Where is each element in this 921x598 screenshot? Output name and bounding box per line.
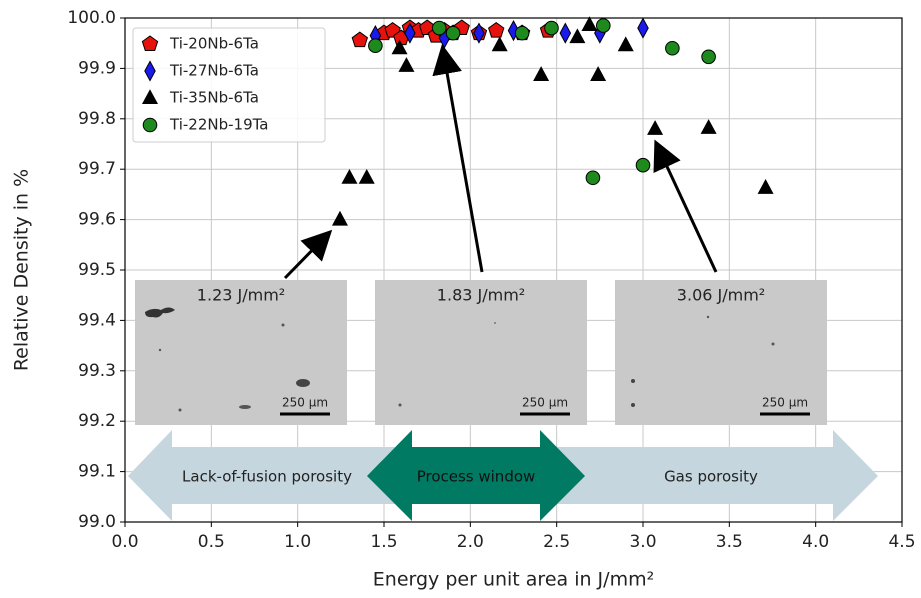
- legend-label: Ti-20Nb-6Ta: [169, 35, 259, 53]
- legend-label: Ti-27Nb-6Ta: [169, 62, 259, 80]
- point: [515, 26, 529, 40]
- points: [332, 16, 774, 225]
- point: [489, 23, 504, 37]
- inset-label: 1.83 J/mm²: [437, 286, 525, 305]
- region-label: Lack-of-fusion porosity: [182, 468, 352, 486]
- y-tick-label: 99.5: [78, 260, 116, 280]
- x-tick-label: 0.0: [111, 532, 138, 552]
- point: [446, 26, 460, 40]
- annotation-arrows: [285, 50, 716, 278]
- point: [341, 169, 357, 184]
- legend-marker: [143, 118, 157, 132]
- y-tick-label: 99.8: [78, 109, 116, 129]
- inset-label: 1.23 J/mm²: [197, 286, 285, 305]
- x-tick-label: 0.5: [198, 532, 225, 552]
- legend-label: Ti-22Nb-19Ta: [169, 116, 268, 134]
- point: [432, 21, 446, 35]
- point: [492, 36, 508, 51]
- y-tick-label: 100.0: [67, 8, 116, 28]
- y-tick-label: 99.2: [78, 411, 116, 431]
- x-tick-label: 4.5: [888, 532, 915, 552]
- y-tick-label: 99.3: [78, 361, 116, 381]
- point: [596, 19, 610, 33]
- point: [666, 41, 680, 55]
- point: [618, 36, 634, 51]
- point: [758, 179, 774, 194]
- y-tick-label: 99.1: [78, 462, 116, 482]
- point: [332, 211, 348, 226]
- x-tick-label: 3.0: [629, 532, 656, 552]
- point: [369, 39, 383, 53]
- point: [702, 50, 716, 64]
- scale-bar-label: 250 µm: [762, 396, 808, 410]
- point: [636, 158, 650, 172]
- x-tick-label: 1.0: [284, 532, 311, 552]
- y-tick-label: 99.6: [78, 210, 116, 230]
- point: [638, 18, 648, 37]
- y-tick-label: 99.4: [78, 310, 116, 330]
- x-tick-label: 3.5: [716, 532, 743, 552]
- point: [647, 120, 663, 135]
- x-axis-label: Energy per unit area in J/mm²: [373, 569, 654, 591]
- legend-label: Ti-35Nb-6Ta: [169, 89, 259, 107]
- y-axis-label: Relative Density in %: [11, 169, 33, 371]
- region-label: Process window: [417, 468, 536, 486]
- chart: 99.0 99.1 99.2 99.3 99.4 99.5 99.6 99.7 99.8 99.9…: [0, 0, 921, 598]
- point: [398, 57, 414, 72]
- scale-bar-label: 250 µm: [522, 396, 568, 410]
- x-tick-label: 2.5: [543, 532, 570, 552]
- point: [359, 169, 375, 184]
- scale-bar-label: 250 µm: [282, 396, 328, 410]
- point: [701, 119, 717, 134]
- point: [545, 21, 559, 35]
- x-tick-label: 2.0: [457, 532, 484, 552]
- point: [560, 24, 570, 43]
- x-tick-label: 1.5: [370, 532, 397, 552]
- x-tick-label: 4.0: [802, 532, 829, 552]
- point: [586, 171, 600, 185]
- region-label: Gas porosity: [664, 468, 758, 486]
- inset-label: 3.06 J/mm²: [677, 286, 765, 305]
- y-tick-label: 99.9: [78, 58, 116, 78]
- y-tick-label: 99.0: [78, 512, 116, 532]
- y-tick-label: 99.7: [78, 159, 116, 179]
- point: [352, 32, 367, 46]
